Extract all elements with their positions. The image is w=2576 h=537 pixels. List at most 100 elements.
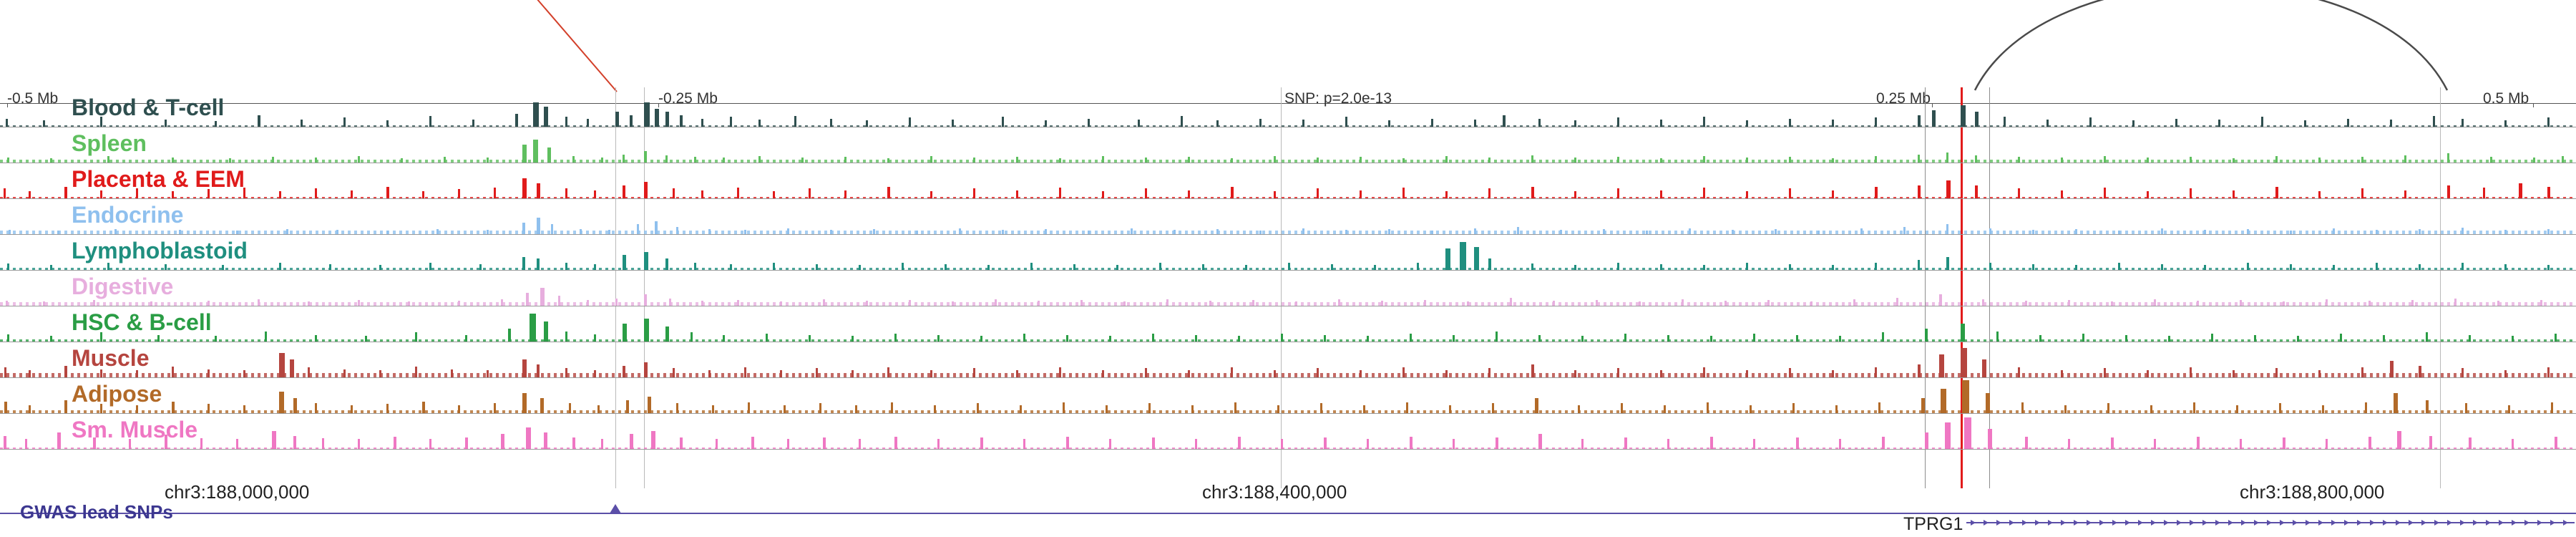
signal-noise <box>786 125 789 127</box>
signal-noise <box>882 268 885 270</box>
signal-noise <box>779 301 782 306</box>
signal-noise <box>155 196 157 198</box>
signal-noise <box>496 231 499 234</box>
signal-noise <box>193 268 196 270</box>
signal-noise <box>663 339 666 342</box>
signal-peak <box>1796 437 1799 449</box>
tissue-track[interactable] <box>0 235 2576 271</box>
signal-noise <box>335 448 338 449</box>
signal-peak <box>208 369 210 377</box>
signal-noise <box>52 339 54 342</box>
signal-noise <box>1597 373 1600 377</box>
signal-noise <box>1951 125 1954 127</box>
signal-peak <box>200 438 203 449</box>
signal-noise <box>1108 339 1111 342</box>
tissue-track[interactable] <box>0 127 2576 163</box>
signal-noise <box>309 196 312 198</box>
signal-noise <box>1964 196 1967 198</box>
signal-noise <box>1971 339 1974 342</box>
signal-noise <box>721 231 724 234</box>
signal-noise <box>2267 196 2270 198</box>
signal-peak <box>2261 117 2263 127</box>
signal-noise <box>573 159 576 163</box>
signal-noise <box>1745 301 1748 306</box>
signal-noise <box>1732 448 1735 449</box>
signal-noise <box>380 196 383 198</box>
signal-noise <box>960 373 962 377</box>
signal-noise <box>1919 448 1922 449</box>
signal-noise <box>2254 339 2257 342</box>
signal-noise <box>270 410 273 413</box>
signal-noise <box>902 410 904 413</box>
signal-noise <box>2196 231 2199 234</box>
tissue-track[interactable] <box>0 414 2576 450</box>
tissue-track[interactable] <box>0 271 2576 306</box>
signal-noise <box>1893 196 1896 198</box>
signal-noise <box>1011 373 1014 377</box>
signal-noise <box>1623 373 1626 377</box>
signal-noise <box>1423 268 1426 270</box>
signal-noise <box>1449 231 1452 234</box>
signal-noise <box>2151 339 2154 342</box>
signal-noise <box>1700 373 1703 377</box>
tissue-track[interactable] <box>0 342 2576 378</box>
tissue-track[interactable] <box>0 378 2576 414</box>
signal-noise <box>2299 410 2302 413</box>
signal-noise <box>406 301 409 306</box>
signal-noise <box>1423 301 1426 306</box>
tissue-track[interactable] <box>0 306 2576 342</box>
signal-peak <box>1016 190 1018 198</box>
signal-noise <box>2512 159 2514 163</box>
signal-peak <box>630 115 633 127</box>
signal-noise <box>1378 301 1381 306</box>
signal-peak <box>2104 155 2106 163</box>
signal-noise <box>1191 448 1194 449</box>
signal-noise <box>1861 339 1864 342</box>
gwas-lead-snp-track[interactable] <box>0 501 2576 523</box>
signal-noise <box>2093 301 2096 306</box>
signal-noise <box>425 448 428 449</box>
tissue-track[interactable] <box>0 199 2576 235</box>
signal-noise <box>1848 268 1851 270</box>
signal-noise <box>1674 268 1677 270</box>
signal-noise <box>2112 448 2115 449</box>
signal-noise <box>0 268 3 270</box>
signal-noise <box>824 196 827 198</box>
signal-noise <box>2550 196 2553 198</box>
signal-noise <box>116 373 119 377</box>
signal-noise <box>258 159 260 163</box>
signal-noise <box>2267 339 2270 342</box>
signal-peak <box>2064 405 2067 413</box>
gwas-lead-snp-marker[interactable] <box>610 504 621 513</box>
signal-noise <box>2209 196 2212 198</box>
signal-noise <box>708 410 711 413</box>
signal-noise <box>818 448 821 449</box>
signal-noise <box>303 268 306 270</box>
tissue-track[interactable] <box>0 163 2576 199</box>
signal-noise <box>1024 196 1027 198</box>
signal-noise <box>1018 125 1020 127</box>
signal-peak <box>1946 224 1948 234</box>
signal-noise <box>2351 339 2353 342</box>
signal-noise <box>64 268 67 270</box>
signal-noise <box>303 231 306 234</box>
signal-noise <box>998 125 1001 127</box>
signal-noise <box>1713 231 1716 234</box>
signal-noise <box>2454 231 2457 234</box>
signal-noise <box>2029 410 2031 413</box>
signal-noise <box>2273 373 2276 377</box>
signal-noise <box>264 125 267 127</box>
signal-peak <box>587 118 589 127</box>
signal-noise <box>1404 301 1407 306</box>
signal-noise <box>2531 231 2534 234</box>
signal-noise <box>2563 125 2566 127</box>
signal-peak <box>773 262 775 270</box>
signal-noise <box>296 339 299 342</box>
gene-label[interactable]: TPRG1 <box>1903 514 1963 534</box>
signal-noise <box>1578 159 1581 163</box>
tissue-track[interactable] <box>0 92 2576 127</box>
signal-noise <box>1391 196 1394 198</box>
signal-noise <box>753 159 756 163</box>
signal-noise <box>1739 410 1742 413</box>
signal-noise <box>219 231 222 234</box>
